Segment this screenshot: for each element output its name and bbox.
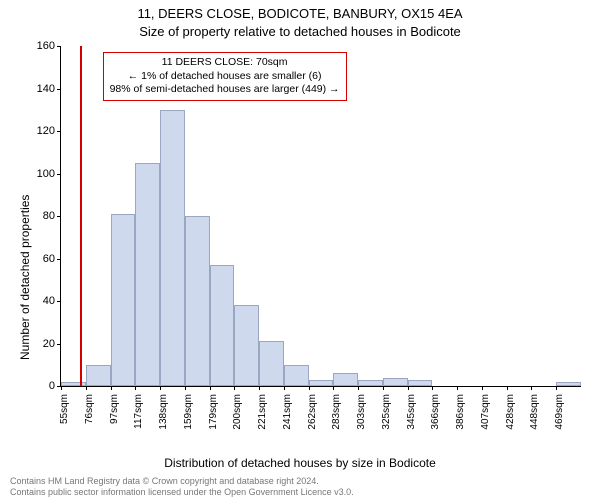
x-tick-mark: [482, 386, 483, 390]
annotation-line-1: 11 DEERS CLOSE: 70sqm: [110, 56, 340, 70]
x-tick-mark: [135, 386, 136, 390]
y-tick-label: 100: [23, 168, 55, 180]
histogram-bar: [185, 216, 210, 386]
histogram-bar: [61, 382, 86, 386]
histogram-bar: [111, 214, 136, 386]
y-tick-label: 0: [23, 380, 55, 392]
histogram-bar: [86, 365, 111, 386]
footer-line-1: Contains HM Land Registry data © Crown c…: [10, 476, 354, 487]
histogram-bar: [259, 341, 284, 386]
chart-title-2: Size of property relative to detached ho…: [0, 24, 600, 39]
annotation-box: 11 DEERS CLOSE: 70sqm ← 1% of detached h…: [103, 52, 347, 101]
y-tick-mark: [57, 216, 61, 217]
histogram-bar: [135, 163, 160, 386]
y-tick-mark: [57, 131, 61, 132]
histogram-bar: [556, 382, 581, 386]
y-tick-mark: [57, 259, 61, 260]
plot-area: 11 DEERS CLOSE: 70sqm ← 1% of detached h…: [60, 46, 581, 387]
chart-container: 11, DEERS CLOSE, BODICOTE, BANBURY, OX15…: [0, 0, 600, 500]
x-tick-mark: [185, 386, 186, 390]
y-tick-mark: [57, 89, 61, 90]
histogram-bar: [309, 380, 334, 386]
x-tick-mark: [284, 386, 285, 390]
x-tick-mark: [457, 386, 458, 390]
histogram-bar: [333, 373, 358, 386]
y-tick-label: 120: [23, 125, 55, 137]
y-tick-mark: [57, 174, 61, 175]
y-tick-label: 80: [23, 210, 55, 222]
y-tick-label: 140: [23, 83, 55, 95]
x-tick-mark: [383, 386, 384, 390]
y-tick-mark: [57, 344, 61, 345]
annotation-line-2: ← 1% of detached houses are smaller (6): [110, 70, 340, 84]
histogram-bar: [210, 265, 235, 386]
x-tick-mark: [507, 386, 508, 390]
x-tick-mark: [432, 386, 433, 390]
footer-line-2: Contains public sector information licen…: [10, 487, 354, 498]
x-tick-mark: [408, 386, 409, 390]
y-tick-label: 40: [23, 295, 55, 307]
footer-attribution: Contains HM Land Registry data © Crown c…: [10, 476, 354, 498]
x-tick-mark: [259, 386, 260, 390]
x-tick-mark: [309, 386, 310, 390]
x-tick-mark: [333, 386, 334, 390]
histogram-bar: [234, 305, 259, 386]
reference-line: [80, 46, 82, 386]
histogram-bar: [160, 110, 185, 386]
x-axis-label: Distribution of detached houses by size …: [0, 456, 600, 470]
x-tick-mark: [86, 386, 87, 390]
y-tick-mark: [57, 301, 61, 302]
x-tick-mark: [234, 386, 235, 390]
x-tick-mark: [210, 386, 211, 390]
x-tick-mark: [556, 386, 557, 390]
y-tick-label: 20: [23, 338, 55, 350]
x-tick-mark: [111, 386, 112, 390]
histogram-bar: [408, 380, 433, 386]
histogram-bar: [383, 378, 408, 387]
x-tick-mark: [160, 386, 161, 390]
x-tick-mark: [358, 386, 359, 390]
x-tick-mark: [61, 386, 62, 390]
y-tick-mark: [57, 46, 61, 47]
chart-title-1: 11, DEERS CLOSE, BODICOTE, BANBURY, OX15…: [0, 6, 600, 21]
annotation-line-3: 98% of semi-detached houses are larger (…: [110, 83, 340, 97]
histogram-bar: [284, 365, 309, 386]
x-tick-mark: [531, 386, 532, 390]
y-tick-label: 160: [23, 40, 55, 52]
histogram-bar: [358, 380, 383, 386]
y-tick-label: 60: [23, 253, 55, 265]
